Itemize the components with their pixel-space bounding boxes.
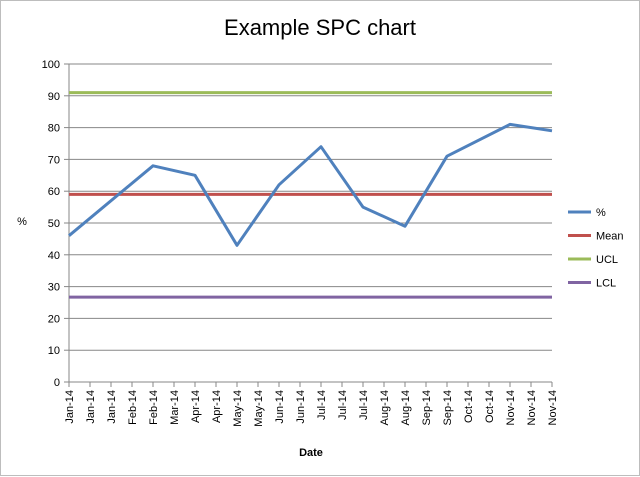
y-tick-label: 20 bbox=[48, 313, 60, 325]
x-tick-label: Jul-14 bbox=[316, 390, 328, 420]
x-tick-label: Jun-14 bbox=[274, 390, 286, 424]
y-axis-title: % bbox=[17, 216, 27, 228]
x-tick-label: Nov-14 bbox=[547, 390, 559, 425]
x-tick-label: Feb-14 bbox=[127, 390, 139, 425]
y-tick-label: 30 bbox=[48, 282, 60, 294]
legend-label-ucl: UCL bbox=[596, 254, 618, 266]
x-tick-label: Jan-14 bbox=[106, 390, 118, 424]
legend-label-mean: Mean bbox=[596, 231, 624, 243]
legend: % Mean UCL LCL bbox=[568, 207, 624, 290]
x-tick-label: Oct-14 bbox=[484, 390, 496, 423]
y-tick-label: 40 bbox=[48, 250, 60, 262]
x-tick-label: May-14 bbox=[232, 390, 244, 427]
y-tick-label: 60 bbox=[48, 186, 60, 198]
x-tick-label: May-14 bbox=[253, 390, 265, 427]
y-tick-label: 50 bbox=[48, 218, 60, 230]
x-tick-label: Oct-14 bbox=[463, 390, 475, 423]
x-tick-label: Jul-14 bbox=[337, 390, 349, 420]
x-tick-label: Jul-14 bbox=[358, 390, 370, 420]
axes bbox=[64, 63, 553, 387]
y-tick-labels: 0 10 20 30 40 50 60 70 80 90 100 bbox=[42, 59, 60, 389]
x-tick-label: Sep-14 bbox=[421, 390, 433, 425]
x-tick-label: Aug-14 bbox=[379, 390, 391, 425]
x-tick-label: Aug-14 bbox=[400, 390, 412, 425]
x-tick-label: Apr-14 bbox=[211, 390, 223, 423]
series-line-percent bbox=[68, 122, 553, 247]
y-tick-label: 10 bbox=[48, 345, 60, 357]
legend-label-lcl: LCL bbox=[596, 278, 616, 290]
series-lines bbox=[68, 91, 553, 299]
x-tick-label: Jan-14 bbox=[64, 390, 76, 424]
y-tick-label: 70 bbox=[48, 154, 60, 166]
x-tick-label: Jan-14 bbox=[85, 390, 97, 424]
x-axis-title: Date bbox=[299, 447, 323, 459]
y-tick-label: 80 bbox=[48, 123, 60, 135]
y-tick-label: 90 bbox=[48, 91, 60, 103]
x-tick-labels: Jan-14 Jan-14 Jan-14 Feb-14 Feb-14 Mar-14 Apr-… bbox=[64, 390, 559, 427]
x-tick-label: Nov-14 bbox=[526, 390, 538, 425]
x-tick-label: Mar-14 bbox=[169, 390, 181, 425]
legend-label-percent: % bbox=[596, 207, 606, 219]
y-tick-label: 100 bbox=[42, 59, 60, 71]
x-tick-label: Apr-14 bbox=[190, 390, 202, 423]
x-tick-label: Feb-14 bbox=[148, 390, 160, 425]
x-tick-label: Sep-14 bbox=[442, 390, 454, 425]
gridlines bbox=[69, 63, 552, 351]
x-tick-label: Nov-14 bbox=[505, 390, 517, 425]
chart-title: Example SPC chart bbox=[224, 15, 416, 40]
x-tick-label: Jun-14 bbox=[295, 390, 307, 424]
y-tick-label: 0 bbox=[54, 377, 60, 389]
